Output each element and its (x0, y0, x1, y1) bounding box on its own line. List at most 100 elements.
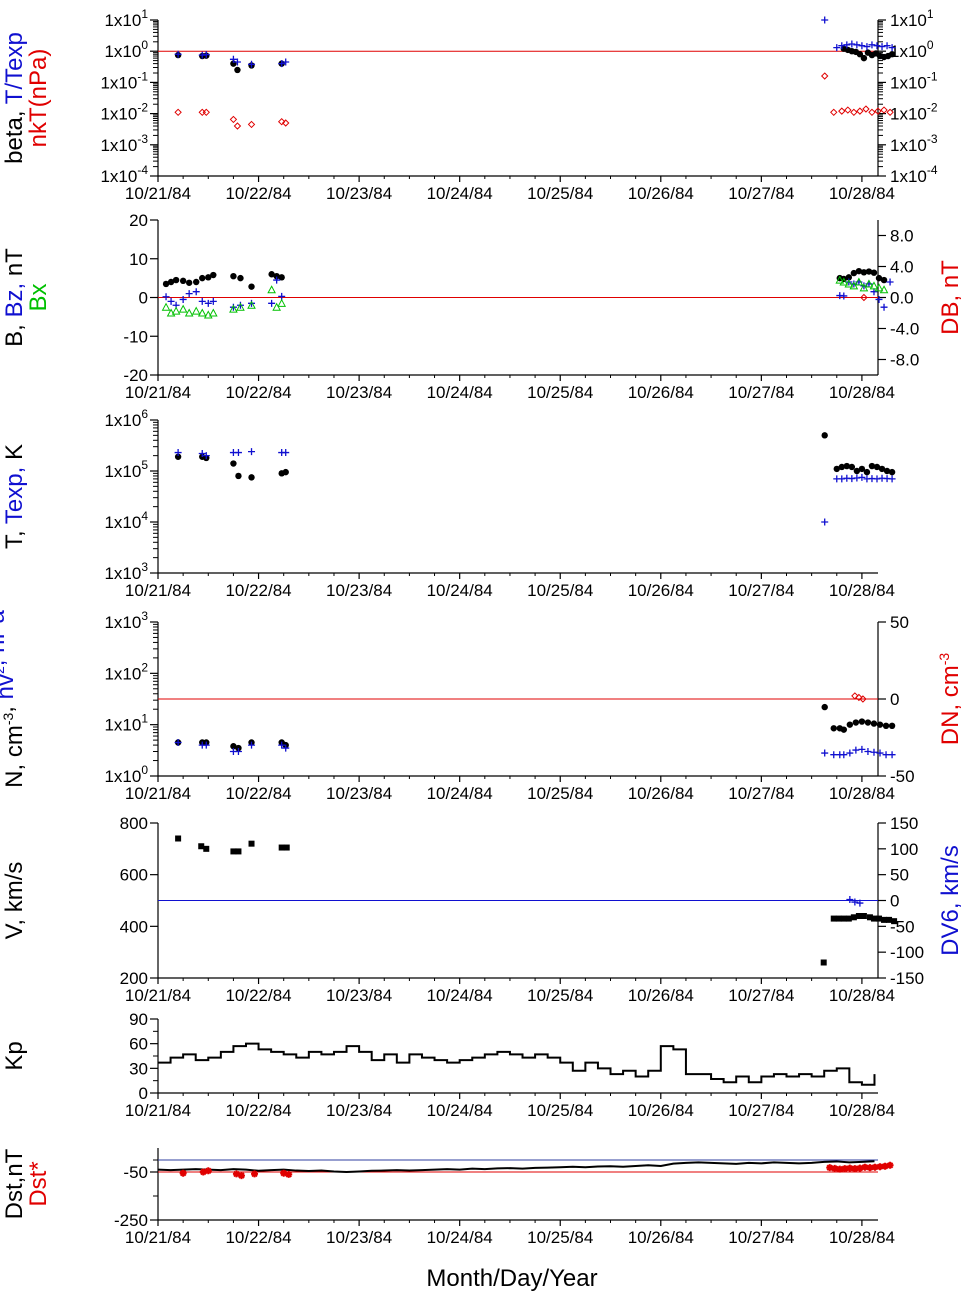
density-point (851, 692, 859, 700)
dst-point (886, 1161, 894, 1169)
temperature-point (843, 462, 851, 470)
beta-point (856, 107, 864, 115)
y-tick-label: 1x100 (104, 38, 148, 61)
x-tick-label: 10/27/84 (728, 784, 794, 803)
y-tick-label-right: 150 (890, 814, 918, 833)
x-tick-label: 10/26/84 (628, 1101, 694, 1120)
density-point (864, 719, 872, 726)
dst-point (280, 1169, 288, 1177)
magnetic-point (840, 292, 848, 300)
magnetic-point (178, 304, 188, 313)
density-point (830, 751, 838, 759)
y-tick-label: 1x10-1 (100, 69, 148, 92)
y-tick-label: 1x104 (104, 509, 148, 532)
density-series-0 (174, 703, 896, 752)
magnetic-point (199, 274, 206, 282)
density-point (870, 720, 878, 727)
magnetic-point (268, 271, 275, 278)
y-tick-label: 60 (129, 1035, 148, 1054)
x-tick-label: 10/27/84 (728, 986, 794, 1005)
magnetic-point (172, 276, 180, 284)
dst-point (861, 1163, 869, 1171)
magnetic-point (230, 272, 237, 280)
beta-point (278, 60, 286, 68)
y-tick-label: -50 (123, 1163, 148, 1182)
velocity-point (891, 918, 898, 925)
velocity-point (856, 899, 864, 907)
magnetic-point (268, 299, 276, 307)
magnetic-point (864, 279, 874, 288)
y-tick-label: 10 (129, 250, 148, 269)
magnetic-point (278, 274, 285, 281)
y-tick-label-right: 1x10-2 (890, 101, 938, 124)
temperature-series-1 (174, 448, 896, 526)
y-tick-label: 1x103 (104, 609, 148, 632)
beta-point (174, 50, 182, 58)
density-point (882, 722, 890, 730)
x-tick-label: 10/24/84 (427, 1228, 493, 1247)
y-tick-label-right: 1x10-1 (890, 69, 938, 92)
magnetic-point (869, 281, 879, 290)
dst-series-0 (157, 1160, 875, 1174)
beta-point (883, 42, 891, 50)
y-tick-label-right: 0.0 (890, 289, 914, 308)
y-tick-label-right: 1x10-4 (890, 163, 938, 186)
x-tick-label: 10/23/84 (326, 581, 392, 600)
x-tick-label: 10/27/84 (728, 581, 794, 600)
magnetic-point (886, 278, 894, 286)
dst-point (826, 1164, 834, 1172)
y-tick-label: -250 (114, 1211, 148, 1230)
dst-point (836, 1165, 844, 1173)
beta-point (862, 105, 870, 113)
density-point (888, 722, 896, 730)
y-tick-label: 1x10-3 (100, 132, 148, 155)
beta-point (247, 120, 256, 129)
kp-series-0 (158, 1042, 876, 1086)
x-tick-label: 10/21/84 (125, 1101, 191, 1120)
density-point (876, 721, 884, 728)
magnetic-point (880, 276, 888, 284)
magnetic-point (185, 290, 193, 298)
x-tick-label: 10/22/84 (225, 184, 291, 203)
kp-panel: 10/21/84 10/22/84 10/23/84 10/24/84 10/25/84… (125, 1010, 895, 1120)
density-y-label-right: DN, cm-3 (936, 653, 964, 746)
velocity-point (870, 915, 877, 922)
dst-point (831, 1164, 839, 1172)
dst-point (232, 1170, 240, 1178)
magnetic-point (849, 281, 859, 290)
temperature-y-label: T, Texp, K (1, 444, 28, 549)
y-tick-label: 1x10-4 (100, 163, 148, 186)
velocity-point (820, 959, 827, 966)
y-tick-label-right: -100 (890, 943, 924, 962)
y-tick-label-right: 8.0 (890, 227, 914, 246)
dst-point (841, 1165, 849, 1173)
density-point (840, 751, 848, 759)
velocity-panel: 10/21/84 10/22/84 10/23/84 10/24/84 10/25/84… (120, 814, 924, 1005)
temperature-point (833, 465, 840, 473)
beta-point (174, 108, 182, 117)
density-point (174, 738, 182, 746)
dst-point (856, 1164, 864, 1172)
magnetic-point (850, 269, 858, 277)
x-tick-label: 10/25/84 (527, 581, 593, 600)
density-point (852, 719, 860, 726)
temperature-point (248, 448, 256, 456)
beta-point (850, 108, 858, 117)
temperature-point (848, 463, 856, 471)
beta-point (880, 106, 888, 114)
beta-point (856, 51, 864, 58)
dst-point (237, 1172, 245, 1180)
magnetic-point (229, 304, 238, 313)
density-series-1 (174, 738, 896, 759)
temperature-point (858, 465, 866, 473)
density-point (876, 749, 884, 757)
beta-point (874, 107, 882, 115)
velocity-point (278, 844, 285, 851)
velocity-point (203, 845, 210, 852)
dst-point (866, 1164, 874, 1172)
y-tick-label-right: 0 (890, 690, 899, 709)
beta-series-0 (174, 45, 896, 74)
dst-point (851, 1165, 859, 1173)
dst-point (204, 1167, 212, 1175)
beta-y-label: beta, T/Texp (1, 32, 28, 164)
